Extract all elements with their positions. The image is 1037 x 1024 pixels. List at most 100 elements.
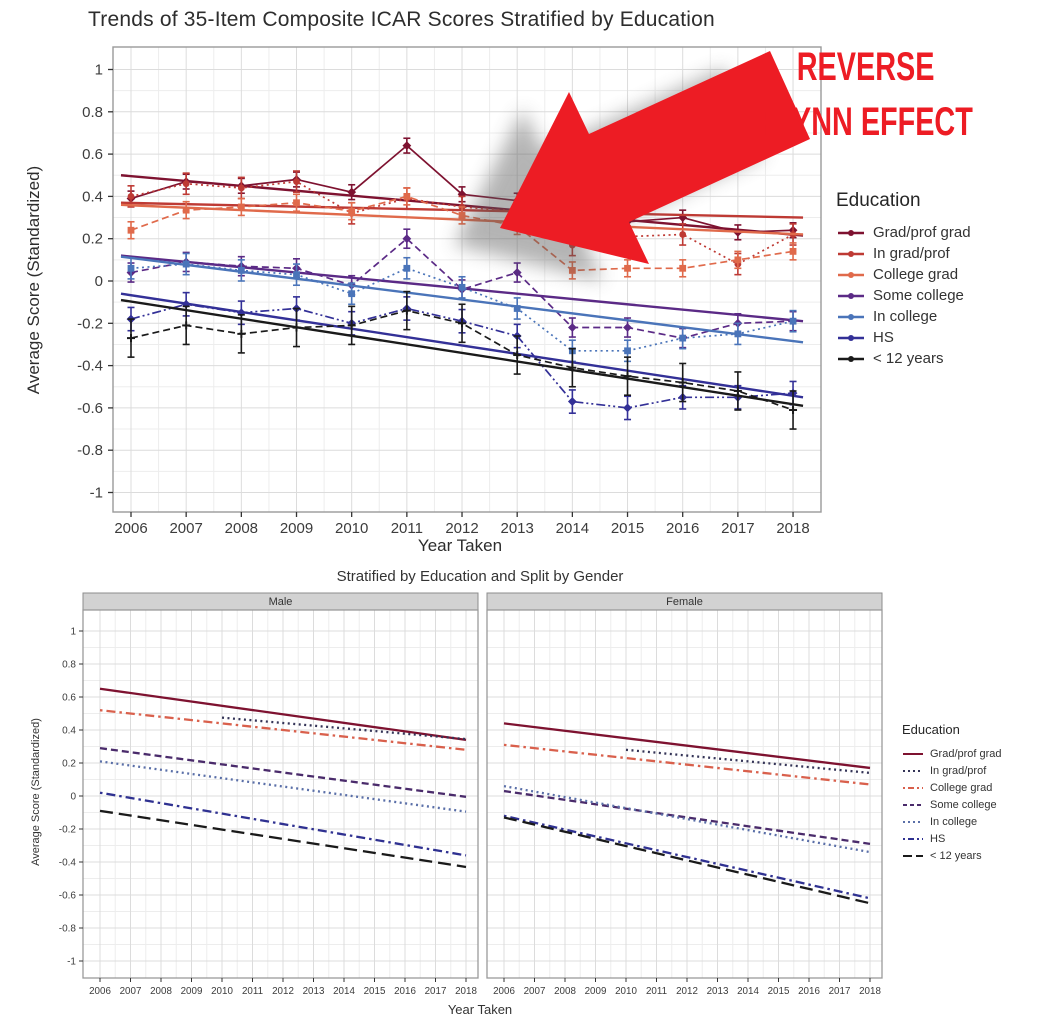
line-male-some-college [99, 747, 467, 798]
top-chart-title: Trends of 35-Item Composite ICAR Scores … [88, 8, 715, 31]
bottom-legend-glyph-in-grad-prof [903, 769, 923, 772]
legend-glyph-college-grad [838, 271, 864, 278]
bottom-legend-item-hs: HS [902, 830, 1032, 847]
bottom-x-tick-male-2017: 2017 [425, 986, 447, 997]
top-series-college-grad [120, 187, 804, 280]
top-x-axis-label: Year Taken [417, 536, 503, 555]
top-x-tick-2011: 2011 [391, 520, 423, 537]
top-series-12-years [120, 290, 804, 430]
legend-item-some-college: Some college [836, 285, 1036, 306]
legend-glyph-12-years [838, 355, 864, 362]
bottom-legend-item-in-grad-prof: In grad/prof [902, 762, 1032, 779]
bottom-x-tick-female-2008: 2008 [554, 986, 576, 997]
bottom-x-tick-female-2006: 2006 [493, 986, 515, 997]
legend-label: Grad/prof grad [873, 224, 971, 241]
bottom-y-tick: -0.2 [59, 825, 77, 836]
line-female-some-college [503, 789, 871, 845]
top-x-tick-2013: 2013 [501, 520, 534, 537]
bottom-x-tick-female-2015: 2015 [768, 986, 790, 997]
bottom-legend-item-12-years: < 12 years [902, 847, 1032, 864]
line-male-12-years [99, 809, 467, 869]
bottom-x-tick-female-2009: 2009 [585, 986, 607, 997]
bottom-x-tick-male-2015: 2015 [364, 986, 386, 997]
bottom-x-tick-female-2016: 2016 [798, 986, 820, 997]
bottom-chart-svg: Male 2006 2007 2008 2009 2010 2011 2012 2013 2014… [59, 592, 883, 997]
bottom-y-tick: 0 [70, 792, 76, 803]
top-y-tick: 0.2 [82, 231, 103, 248]
bottom-legend-item-grad-prof-grad: Grad/prof grad [902, 745, 1032, 762]
bottom-y-tick: 1 [70, 627, 76, 638]
line-female-hs [503, 814, 871, 900]
bottom-x-tick-female-2007: 2007 [524, 986, 546, 997]
legend-label: < 12 years [930, 849, 982, 862]
facet-label-male: Male [269, 596, 293, 608]
top-x-tick-2014: 2014 [556, 520, 589, 537]
legend-glyph-grad-prof-grad [838, 229, 864, 236]
top-y-tick: 0.4 [82, 188, 103, 205]
line-female-in-college [503, 784, 871, 854]
bottom-y-tick: -0.8 [59, 924, 77, 935]
legend-label: HS [930, 832, 946, 845]
line-male-grad-prof-grad [99, 687, 467, 742]
legend-label: Some college [930, 798, 997, 811]
top-axis-labels: 2006 2007 2008 2009 2010 2011 2012 2013 2014 2015… [77, 62, 810, 538]
legend-label: In grad/prof [873, 245, 950, 262]
top-x-tick-2016: 2016 [666, 520, 699, 537]
bottom-y-tick: 0.8 [62, 660, 76, 671]
top-y-tick: 0.6 [82, 146, 103, 163]
facet-label-female: Female [666, 596, 703, 608]
top-chart-svg: 2006 2007 2008 2009 2010 2011 2012 2013 2014 2015… [77, 46, 822, 538]
legend-label: < 12 years [873, 350, 944, 367]
facet-female: Female 2006 2007 2008 2009 2010 2011 2012 2013 20… [486, 592, 883, 997]
legend-item-grad-prof-grad: Grad/prof grad [836, 222, 1036, 243]
bottom-x-tick-male-2006: 2006 [89, 986, 111, 997]
bottom-legend-title: Education [902, 722, 960, 737]
bottom-x-tick-male-2011: 2011 [242, 986, 263, 997]
bottom-x-tick-male-2016: 2016 [394, 986, 416, 997]
legend-item-hs: HS [836, 327, 1036, 348]
annotation-line-1: REVERSE [797, 45, 935, 89]
bottom-chart-title: Stratified by Education and Split by Gen… [336, 568, 624, 585]
bottom-y-tick: 0.6 [62, 693, 76, 704]
top-x-tick-2008: 2008 [225, 520, 258, 537]
top-y-tick: -0.2 [77, 315, 103, 332]
bottom-y-axis-label: Average Score (Standardized) [30, 718, 42, 866]
top-x-tick-2017: 2017 [721, 520, 754, 537]
bottom-legend-item-in-college: In college [902, 813, 1032, 830]
bottom-x-tick-male-2012: 2012 [272, 986, 294, 997]
facet-male: Male 2006 2007 2008 2009 2010 2011 2012 2013 2014… [82, 592, 479, 997]
line-female-in-grad-prof [625, 748, 871, 775]
bottom-y-tick: -0.6 [59, 891, 77, 902]
top-series-in-college [120, 252, 804, 363]
bottom-y-tick: 0.2 [62, 759, 76, 770]
top-y-tick: -0.8 [77, 442, 103, 459]
legend-glyph-hs [838, 334, 864, 341]
line-male-in-grad-prof [221, 716, 467, 741]
bottom-legend-glyph-12-years [903, 854, 923, 857]
bottom-legend-glyph-in-college [903, 820, 923, 823]
bottom-y-tick: -0.4 [59, 858, 77, 869]
bottom-x-tick-female-2012: 2012 [676, 986, 698, 997]
bottom-legend-items: Grad/prof grad In grad/prof College grad So… [902, 745, 1032, 864]
line-female-college-grad [503, 743, 871, 786]
bottom-legend: Education Grad/prof grad In grad/prof Coll… [902, 722, 1032, 864]
line-male-college-grad [99, 709, 467, 751]
bottom-x-tick-female-2014: 2014 [737, 986, 759, 997]
bottom-plot-area: Male 2006 2007 2008 2009 2010 2011 2012 2013 2014… [59, 592, 883, 997]
top-y-tick: 1 [95, 62, 103, 79]
legend-label: Grad/prof grad [930, 747, 1002, 760]
bottom-x-tick-female-2011: 2011 [646, 986, 667, 997]
bottom-x-tick-male-2007: 2007 [120, 986, 142, 997]
bottom-x-tick-male-2008: 2008 [150, 986, 172, 997]
legend-label: In grad/prof [930, 764, 987, 777]
bottom-x-tick-male-2014: 2014 [333, 986, 355, 997]
legend-glyph-in-grad-prof [838, 250, 864, 257]
bottom-x-tick-male-2010: 2010 [211, 986, 233, 997]
bottom-x-tick-male-2018: 2018 [455, 986, 477, 997]
top-legend: Education Grad/prof grad In grad/prof Coll… [836, 190, 1036, 369]
top-y-tick: -0.4 [77, 358, 103, 375]
legend-label: HS [873, 329, 894, 346]
bottom-x-tick-female-2017: 2017 [829, 986, 851, 997]
bottom-legend-item-some-college: Some college [902, 796, 1032, 813]
